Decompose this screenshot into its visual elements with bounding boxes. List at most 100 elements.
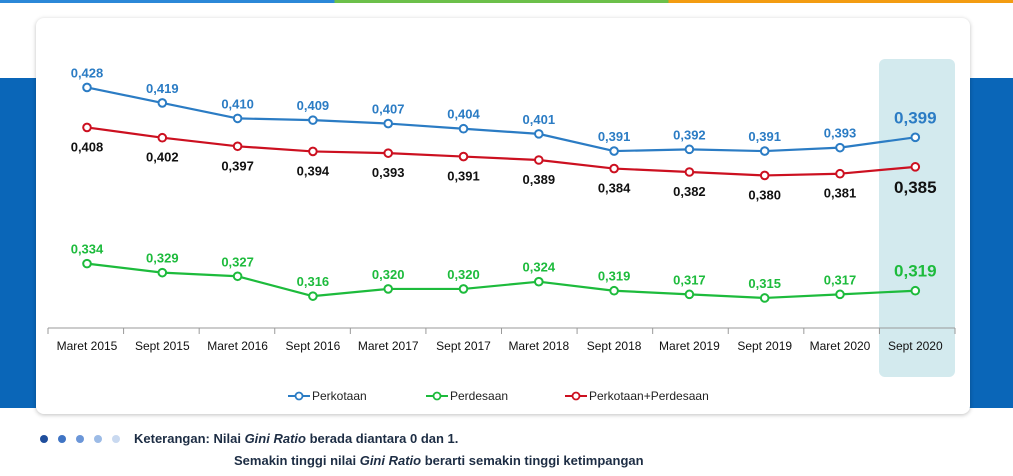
x-tick-label: Maret 2016 [207, 339, 268, 353]
note-label: Keterangan: [134, 431, 210, 446]
data-label: 0,409 [297, 98, 330, 113]
data-point [759, 170, 770, 181]
data-label: 0,320 [372, 267, 405, 282]
data-point [232, 271, 243, 282]
data-point [383, 118, 394, 129]
note-line1-em: Gini Ratio [244, 431, 306, 446]
sept-2020-highlight [879, 59, 955, 377]
legend-label: Perdesaan [450, 389, 509, 403]
x-tick-label: Sept 2019 [737, 339, 792, 353]
footer-note: Keterangan: Nilai Gini Ratio berada dian… [0, 425, 1013, 475]
data-label: 0,428 [71, 65, 104, 80]
data-label: 0,389 [523, 172, 556, 187]
x-tick-label: Sept 2017 [436, 339, 491, 353]
data-label: 0,401 [523, 112, 556, 127]
data-label: 0,404 [447, 107, 480, 122]
data-point [534, 129, 544, 139]
data-point [458, 151, 469, 162]
pagination-dot[interactable] [40, 435, 48, 443]
data-label: 0,319 [598, 269, 631, 284]
note-line-1: Keterangan: Nilai Gini Ratio berada dian… [134, 431, 458, 446]
data-point [458, 123, 469, 134]
data-label: 0,391 [598, 129, 631, 144]
data-label: 0,391 [447, 169, 480, 184]
data-point [308, 115, 318, 125]
pagination-dot[interactable] [94, 435, 102, 443]
data-point [82, 82, 92, 93]
data-label: 0,384 [598, 181, 631, 196]
data-point [835, 142, 845, 153]
data-point [684, 144, 695, 155]
legend-line-marker-icon [426, 391, 448, 401]
legend-label: Perkotaan+Perdesaan [589, 389, 709, 403]
data-label: 0,410 [221, 96, 254, 111]
note-line2-pre: Semakin tinggi nilai [234, 453, 360, 468]
legend-label: Perkotaan [312, 389, 367, 403]
data-point [534, 276, 544, 287]
note-line1-post: berada diantara 0 dan 1. [305, 431, 459, 446]
data-label: 0,392 [673, 127, 706, 142]
data-label: 0,316 [297, 274, 330, 289]
data-point [609, 146, 619, 156]
x-tick-label: Sept 2018 [587, 339, 642, 353]
data-point [157, 267, 168, 278]
data-point [308, 146, 318, 157]
note-line2-em: Gini Ratio [359, 453, 422, 468]
data-label: 0,419 [146, 81, 179, 96]
legend-line-marker-icon [288, 391, 310, 401]
series-line-perkotaan [86, 86, 916, 153]
data-point [684, 289, 695, 300]
legend-line-marker-icon [565, 391, 587, 401]
data-label: 0,380 [748, 187, 781, 202]
data-point [910, 132, 921, 143]
data-label: 0,320 [447, 267, 480, 282]
data-label: 0,317 [673, 272, 706, 287]
data-point [383, 148, 394, 158]
data-point [759, 146, 770, 156]
data-point [759, 293, 770, 303]
background-panel-left [0, 78, 36, 408]
data-point [157, 98, 168, 108]
x-tick-label: Sept 2015 [135, 339, 190, 353]
data-point [835, 168, 845, 179]
x-tick-label: Maret 2019 [659, 339, 720, 353]
data-point [684, 167, 695, 177]
gini-ratio-line-chart: Maret 2015 Sept 2015 Maret 2016 Sept 2016 Ma… [47, 65, 956, 353]
data-point [232, 141, 243, 152]
data-label: 0,327 [221, 254, 254, 269]
pagination-dot[interactable] [112, 435, 120, 443]
note-line1-pre: Nilai [213, 431, 245, 446]
note-line2-post: berarti semakin tinggi ketimpangan [421, 453, 644, 468]
data-point [82, 122, 92, 133]
data-label: 0,402 [146, 150, 179, 165]
data-label: 0,381 [824, 186, 857, 201]
data-label: 0,399 [894, 108, 937, 127]
data-label: 0,317 [824, 272, 857, 287]
note-line-2: Semakin tinggi nilai Gini Ratio berarti … [234, 453, 644, 468]
legend-item: Perkotaan [288, 389, 367, 403]
legend-item: Perkotaan+Perdesaan [565, 389, 709, 403]
data-label: 0,391 [748, 129, 781, 144]
data-point [157, 132, 168, 143]
x-tick-label: Maret 2018 [508, 339, 569, 353]
data-point [232, 113, 243, 124]
legend-item: Perdesaan [426, 389, 508, 403]
data-point [383, 284, 394, 294]
data-label: 0,315 [748, 276, 781, 291]
pagination-dots [40, 435, 120, 443]
data-label: 0,382 [673, 184, 706, 199]
chart-legend: Perkotaan Perdesaan Perkotaan+Perdesaan [0, 389, 1013, 407]
series-line-perkotaan-perdesaan [86, 126, 916, 177]
chart-card [36, 18, 970, 414]
pagination-dot[interactable] [58, 435, 66, 443]
data-label: 0,394 [297, 163, 330, 178]
data-label: 0,393 [824, 126, 857, 141]
x-tick-label: Maret 2017 [358, 339, 419, 353]
data-label: 0,408 [71, 139, 104, 154]
pagination-dot[interactable] [76, 435, 84, 443]
data-point [910, 285, 921, 296]
data-label: 0,393 [372, 165, 405, 180]
data-point [308, 291, 318, 301]
data-point [534, 155, 544, 165]
data-label: 0,407 [372, 102, 405, 117]
